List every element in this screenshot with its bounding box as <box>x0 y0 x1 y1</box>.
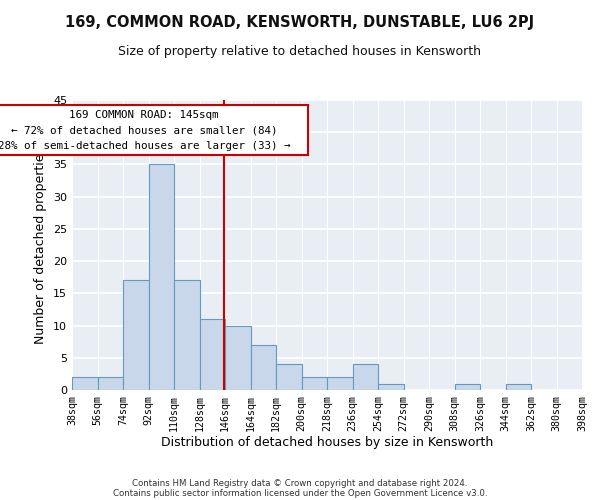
Bar <box>251 345 276 390</box>
Bar <box>72 377 97 390</box>
Bar <box>582 384 600 390</box>
Y-axis label: Number of detached properties: Number of detached properties <box>34 146 47 344</box>
Bar <box>149 164 174 390</box>
Bar <box>455 384 480 390</box>
Bar <box>353 364 378 390</box>
Bar <box>327 377 353 390</box>
Bar <box>123 280 149 390</box>
Bar <box>276 364 302 390</box>
X-axis label: Distribution of detached houses by size in Kensworth: Distribution of detached houses by size … <box>161 436 493 450</box>
Bar <box>97 377 123 390</box>
Bar <box>506 384 531 390</box>
Text: Contains HM Land Registry data © Crown copyright and database right 2024.: Contains HM Land Registry data © Crown c… <box>132 478 468 488</box>
Text: Contains public sector information licensed under the Open Government Licence v3: Contains public sector information licen… <box>113 488 487 498</box>
Bar <box>199 319 225 390</box>
Bar <box>302 377 327 390</box>
Bar <box>174 280 199 390</box>
Bar <box>225 326 251 390</box>
Text: 169 COMMON ROAD: 145sqm  
  ← 72% of detached houses are smaller (84)  
  28% of: 169 COMMON ROAD: 145sqm ← 72% of detache… <box>0 110 304 151</box>
Bar <box>378 384 404 390</box>
Text: Size of property relative to detached houses in Kensworth: Size of property relative to detached ho… <box>119 45 482 58</box>
Text: 169, COMMON ROAD, KENSWORTH, DUNSTABLE, LU6 2PJ: 169, COMMON ROAD, KENSWORTH, DUNSTABLE, … <box>65 15 535 30</box>
